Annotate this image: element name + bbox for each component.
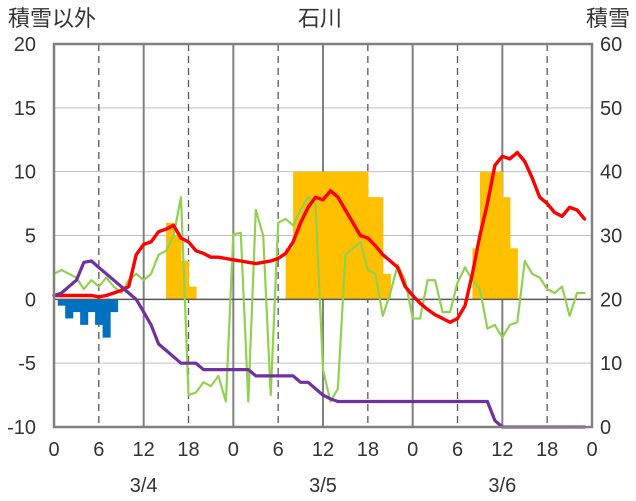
snow-bar [308, 171, 317, 300]
right-axis-label: 積雪 [586, 7, 630, 32]
snow-bar [487, 171, 496, 300]
snow-bar [367, 197, 376, 300]
y-left-tick-label: 0 [25, 289, 36, 311]
y-right-tick-label: 50 [600, 98, 622, 120]
x-hour-tick-label: 0 [228, 439, 239, 461]
negative-bar [102, 299, 111, 338]
y-left-tick-label: -5 [18, 353, 36, 375]
snow-bar [188, 286, 197, 300]
snow-bar [166, 222, 175, 300]
x-hour-tick-label: 12 [133, 439, 155, 461]
left-axis-label: 積雪以外 [8, 7, 96, 32]
snow-bar [285, 248, 294, 300]
snow-bar [494, 171, 503, 300]
x-hour-tick-label: 6 [93, 439, 104, 461]
snow-bar [345, 171, 354, 300]
x-hour-tick-label: 0 [586, 439, 597, 461]
plot-frame [52, 42, 594, 429]
x-hour-tick-label: 0 [407, 439, 418, 461]
negative-bar [57, 299, 66, 306]
series-line [52, 150, 587, 324]
snow-bar [315, 171, 324, 300]
snow-bar [479, 171, 488, 300]
x-hour-tick-label: 18 [357, 439, 379, 461]
snow-bar [337, 171, 347, 300]
snow-bar [382, 273, 391, 300]
x-date-label: 3/6 [488, 475, 516, 497]
y-right-tick-label: 10 [600, 353, 622, 375]
snow-bar [502, 197, 511, 300]
y-right-tick-label: 30 [600, 226, 622, 248]
y-right-tick-label: 0 [600, 417, 611, 439]
negative-bar [95, 299, 104, 325]
x-hour-tick-label: 12 [312, 439, 334, 461]
snow-bar [509, 248, 518, 300]
negative-bar [87, 299, 96, 313]
y-left-tick-label: 20 [14, 34, 36, 56]
y-left-tick-label: 10 [14, 162, 36, 184]
x-hour-tick-label: 6 [273, 439, 284, 461]
x-hour-tick-label: 6 [452, 439, 463, 461]
snow-bar [330, 171, 339, 300]
chart-title: 石川 [298, 7, 342, 32]
series-line [52, 196, 586, 403]
x-date-label: 3/4 [130, 475, 158, 497]
y-left-tick-label: 5 [25, 226, 36, 248]
y-right-tick-label: 40 [600, 162, 622, 184]
snow-bar [323, 171, 332, 300]
x-hour-tick-label: 18 [536, 439, 558, 461]
y-left-tick-label: -10 [7, 417, 36, 439]
y-right-tick-label: 20 [600, 289, 622, 311]
snow-bar [352, 171, 361, 300]
x-hour-tick-label: 0 [48, 439, 59, 461]
x-hour-tick-label: 18 [177, 439, 199, 461]
negative-bar [80, 299, 89, 325]
series-line [52, 259, 587, 429]
x-date-label: 3/5 [309, 475, 337, 497]
snow-bar [300, 171, 309, 300]
y-right-tick-label: 60 [600, 34, 622, 56]
snow-bar [173, 235, 182, 300]
snow-bar [472, 248, 481, 300]
negative-bar [110, 299, 119, 313]
y-left-tick-label: 15 [14, 98, 36, 120]
negative-bar [72, 299, 81, 313]
negative-bar [65, 299, 74, 319]
x-hour-tick-label: 12 [491, 439, 513, 461]
